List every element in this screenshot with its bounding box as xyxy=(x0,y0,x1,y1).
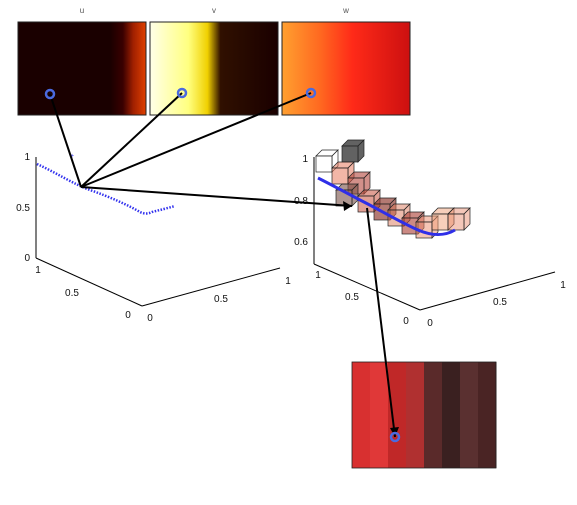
voxel-cube xyxy=(431,207,455,231)
left-x-tick-1: 1 xyxy=(285,276,291,287)
panel-w-title: w xyxy=(342,6,349,15)
zoom-stripe xyxy=(406,362,425,468)
left-trajectory-curve xyxy=(36,162,176,215)
right-z-tick-06: 0.6 xyxy=(294,237,308,248)
right-y-tick-0: 0 xyxy=(403,316,409,327)
right-axes xyxy=(313,157,556,311)
panel-v-title: v xyxy=(212,6,216,15)
connector-to-zoom xyxy=(366,207,396,438)
left-x-tick-0: 0 xyxy=(147,313,153,324)
voxel-cube xyxy=(341,139,365,163)
right-x-tick-1: 1 xyxy=(560,280,566,291)
connector-lines xyxy=(49,92,396,438)
heatmap-u xyxy=(17,21,147,116)
right-y-tick-1: 1 xyxy=(315,270,321,281)
left-y-tick-05: 0.5 xyxy=(65,288,79,299)
left-z-tick-0: 0 xyxy=(24,253,30,264)
zoom-stripe xyxy=(388,362,407,468)
zoom-stripe xyxy=(442,362,461,468)
left-3d-plot: 1 0.5 0 1 0.5 0 0 0.5 1 + xyxy=(16,152,291,324)
marker-zoom xyxy=(389,431,401,443)
voxel-cube xyxy=(335,183,359,207)
marker-w xyxy=(305,87,317,99)
left-y-tick-0: 0 xyxy=(125,310,131,321)
heatmap-w xyxy=(281,21,411,116)
heatmap-v xyxy=(149,21,279,116)
markers xyxy=(44,87,401,443)
marker-u xyxy=(44,88,56,100)
zoom-stripe xyxy=(370,362,389,468)
right-y-tick-05: 0.5 xyxy=(345,292,359,303)
zoom-stripe xyxy=(352,362,371,468)
zoom-frame xyxy=(351,361,497,469)
voxel-cube xyxy=(447,207,471,231)
connector-v xyxy=(80,92,183,188)
zoom-stripe xyxy=(460,362,479,468)
left-z-tick-05: 0.5 xyxy=(16,203,30,214)
left-x-tick-05: 0.5 xyxy=(214,294,228,305)
arrow-head-voxel xyxy=(343,201,352,211)
panel-w: w xyxy=(281,6,411,116)
left-z-tick-1: 1 xyxy=(24,152,30,163)
zoom-stripe xyxy=(424,362,443,468)
connector-u xyxy=(49,93,82,188)
left-axes xyxy=(35,157,281,307)
right-trajectory-curve xyxy=(317,176,456,236)
marker-v xyxy=(176,87,188,99)
right-z-tick-1: 1 xyxy=(302,154,308,165)
panel-u-title: u xyxy=(80,6,84,15)
zoom-patch xyxy=(351,361,497,469)
panel-v: v xyxy=(149,6,279,116)
zoom-stripe xyxy=(478,362,497,468)
panel-u: u xyxy=(17,6,147,116)
right-3d-plot: 1 0.8 0.6 1 0.5 0 0 0.5 1 xyxy=(294,139,566,329)
left-y-tick-1: 1 xyxy=(35,265,41,276)
zoom-stripes xyxy=(352,362,497,468)
left-curve-mark: + xyxy=(70,153,74,160)
right-x-tick-05: 0.5 xyxy=(493,297,507,308)
connector-to-voxel xyxy=(80,186,353,207)
right-x-tick-0: 0 xyxy=(427,318,433,329)
connector-w xyxy=(80,92,312,188)
